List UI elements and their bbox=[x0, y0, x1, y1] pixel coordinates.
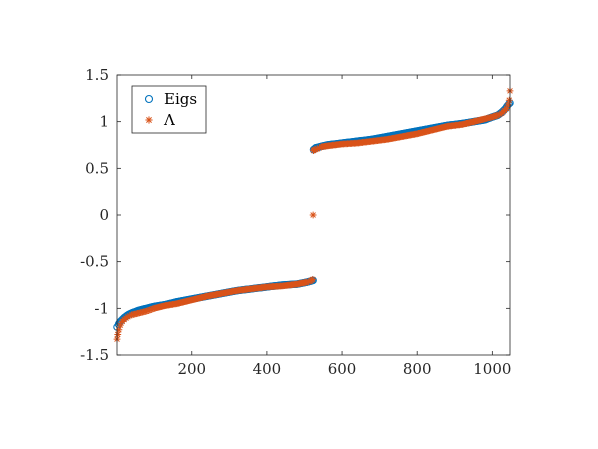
legend-label-lambda: Λ bbox=[163, 111, 175, 129]
lambda-point bbox=[146, 306, 154, 314]
lambda-point bbox=[115, 326, 123, 334]
lambda-point bbox=[316, 144, 323, 152]
legend: Eigs Λ bbox=[131, 85, 207, 134]
series-lambda bbox=[113, 87, 514, 343]
x-tick-label: 200 bbox=[177, 360, 206, 378]
y-tick-label: -0.5 bbox=[80, 253, 109, 271]
y-tick-label: -1 bbox=[94, 299, 109, 317]
lambda-point bbox=[144, 307, 152, 314]
x-tick-label: 800 bbox=[403, 360, 432, 378]
lambda-point bbox=[504, 101, 512, 109]
legend-label-eigs: Eigs bbox=[164, 90, 197, 108]
x-tick-label: 1000 bbox=[473, 360, 511, 378]
legend-marker-eigs bbox=[144, 94, 154, 104]
lambda-point bbox=[143, 307, 151, 315]
lambda-point bbox=[147, 306, 155, 313]
lambda-point bbox=[503, 105, 511, 112]
lambda-point bbox=[496, 110, 504, 118]
y-tick-label: -1.5 bbox=[80, 346, 109, 364]
x-tick-label: 400 bbox=[253, 360, 282, 378]
y-tick-label: 0.5 bbox=[85, 159, 109, 177]
lambda-point bbox=[309, 211, 317, 219]
lambda-point bbox=[126, 312, 134, 320]
x-tick-label: 600 bbox=[328, 360, 357, 378]
lambda-point bbox=[505, 96, 513, 104]
legend-marker-lambda bbox=[145, 116, 153, 124]
lambda-point bbox=[314, 145, 322, 153]
y-tick-label: 0 bbox=[99, 206, 109, 224]
lambda-point bbox=[149, 305, 157, 313]
lambda-point bbox=[494, 111, 502, 119]
lambda-point bbox=[124, 313, 132, 321]
y-tick-label: 1 bbox=[99, 113, 109, 131]
axes: 200 400 600 800 1000 -1.5 -1 -0.5 0 0.5 1 1.5 bbox=[80, 66, 511, 378]
lambda-point bbox=[309, 276, 317, 283]
lambda-point bbox=[114, 331, 122, 338]
y-tick-label: 1.5 bbox=[85, 66, 109, 84]
lambda-point bbox=[116, 321, 124, 329]
plot-area bbox=[113, 75, 514, 355]
legend-box bbox=[131, 85, 207, 134]
